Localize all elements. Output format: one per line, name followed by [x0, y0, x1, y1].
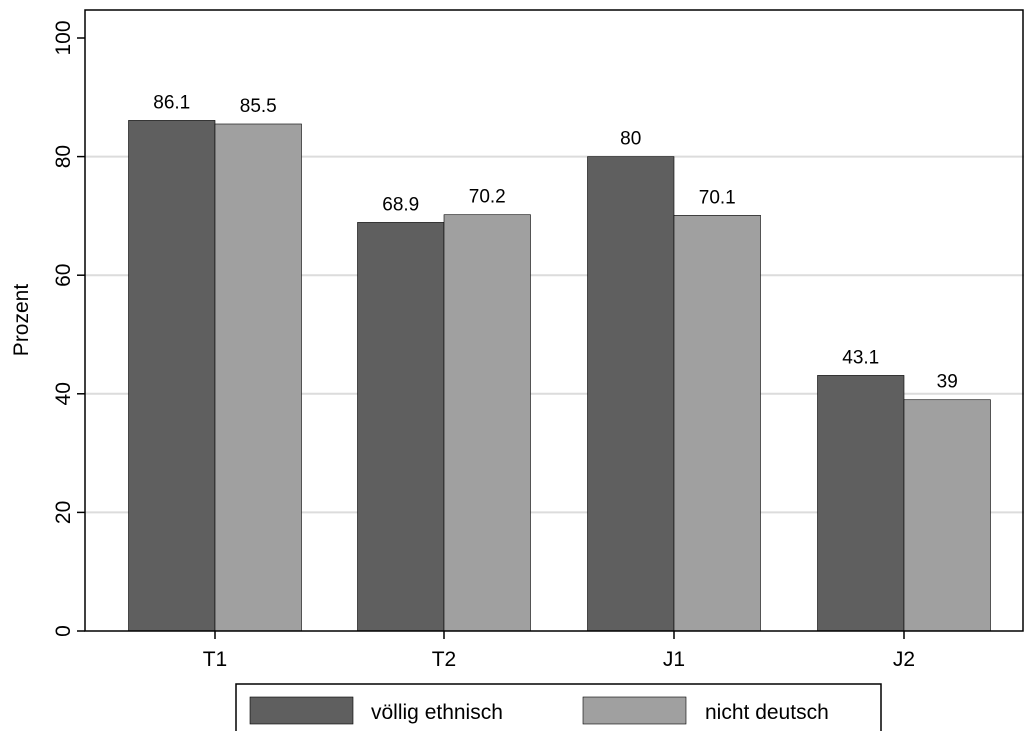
legend: völlig ethnisch nicht deutsch [235, 683, 882, 736]
bar [357, 222, 445, 632]
legend-swatch [582, 696, 687, 725]
bar [587, 156, 675, 632]
bar-value-label: 39 [937, 372, 958, 393]
bar-value-label: 86.1 [153, 92, 190, 113]
bar-value-label: 70.1 [699, 187, 736, 208]
legend-label: völlig ethnisch [371, 701, 503, 724]
x-tick-label: J2 [893, 648, 915, 671]
bar-value-label: 85.5 [240, 96, 277, 117]
y-tick-label: 60 [52, 264, 75, 287]
bar [128, 120, 216, 632]
bar [673, 215, 761, 632]
bar-value-label: 68.9 [382, 194, 419, 215]
x-tick-label: T1 [203, 648, 228, 671]
bars [128, 120, 991, 632]
bar [214, 123, 302, 632]
x-tick-label: J1 [663, 648, 685, 671]
bar [817, 375, 905, 632]
axes: 0 20 40 60 80 100 T1 T2 J1 J2 [52, 9, 1024, 671]
bar-value-label: 80 [620, 129, 641, 150]
x-tick-label: T2 [432, 648, 457, 671]
y-tick-label: 20 [52, 501, 75, 524]
bar-value-label: 70.2 [469, 187, 506, 208]
legend-label: nicht deutsch [705, 701, 829, 724]
y-axis-title: Prozent [10, 284, 33, 357]
y-tick-label: 0 [52, 625, 75, 637]
y-tick-label: 40 [52, 382, 75, 405]
bar-value-label: 43.1 [842, 347, 879, 368]
y-tick-label: 80 [52, 145, 75, 168]
bar [443, 214, 531, 632]
bar [903, 399, 991, 632]
value-labels: 86.1 85.5 68.9 70.2 80 70.1 43.1 39 [153, 92, 958, 392]
y-tick-label: 100 [52, 20, 75, 55]
legend-swatch [249, 696, 354, 725]
plot-frame [84, 9, 1024, 632]
